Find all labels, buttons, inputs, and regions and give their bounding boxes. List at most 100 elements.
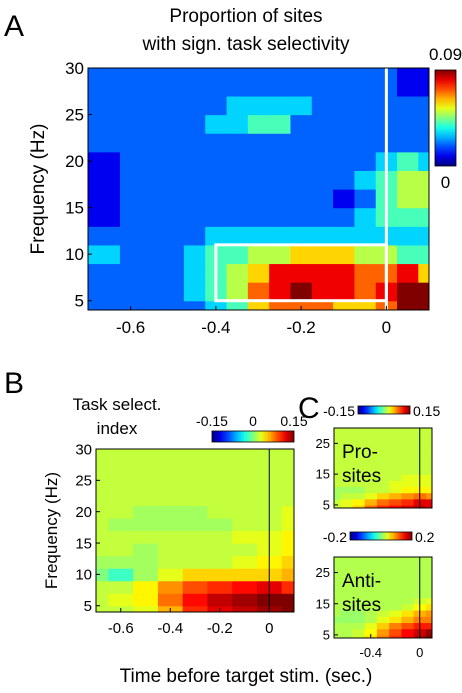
y-tick-label: 15 [75,535,92,552]
heatmap-cell [232,480,258,494]
heatmap-cell [401,597,415,605]
heatmap-cell [364,443,378,451]
heatmap-cell [162,300,185,310]
heatmap-cell [425,616,432,624]
heatmap-cell [364,480,378,488]
heatmap-cell [334,578,341,586]
heatmap-cell [119,263,142,283]
heatmap-cell [425,492,432,500]
heatmap-cell [269,263,292,283]
heatmap-cell [376,603,390,611]
heatmap-cell [232,449,258,456]
heatmap-cell [340,603,353,611]
heatmap-cell [207,555,233,569]
heatmap-cell [183,133,206,153]
heatmap-cell [425,628,432,636]
heatmap-cell [389,461,402,469]
heatmap-cell [226,170,249,190]
heatmap-cell [401,616,415,624]
heatmap-cell [311,263,334,283]
y-tick-label: 25 [65,105,84,124]
heatmap-cell [418,95,429,116]
heatmap-cell [182,492,208,507]
heatmap-cell [401,566,415,574]
heatmap-cell [340,486,353,494]
heatmap-cell [162,207,185,227]
heatmap-cell [141,95,164,116]
heatmap-cell [141,133,164,153]
heatmap-cell [364,557,378,561]
heatmap-cell [88,95,100,116]
heatmap-cell [182,467,208,481]
heatmap-cell [425,498,432,506]
heatmap-cell [290,263,313,283]
heatmap-cell [182,568,208,582]
heatmap-cell [334,492,341,500]
heatmap-cell [389,468,402,475]
heatmap-cell [425,504,432,508]
heatmap-cell [333,207,355,227]
heatmap-cell [425,572,432,580]
heatmap-cell [389,480,402,488]
heatmap-cell [340,504,353,508]
heatmap-cell [157,480,184,494]
heatmap-cell [119,170,142,190]
heatmap-cell [96,568,109,582]
heatmap-cell [352,591,366,599]
heatmap-cell [352,431,366,438]
heatmap-cell [352,557,366,561]
heatmap-cell [141,77,164,97]
axes-frame [333,427,433,509]
heatmap-cell [281,449,294,456]
heatmap-cell [352,474,366,481]
heatmap-cell [340,498,353,506]
heatmap-cell [352,566,366,574]
heatmap-cell [352,486,366,494]
y-tick-label: 25 [316,436,330,451]
heatmap-cell [108,568,134,582]
heatmap-cell [157,492,184,507]
heatmap-cell [119,282,142,302]
heatmap-cell [205,189,228,209]
heatmap-cell [96,467,109,481]
heatmap-cell [401,437,415,444]
heatmap-cell [354,77,377,97]
heatmap-cell [183,170,206,190]
heatmap-cell [247,68,270,78]
heatmap-cell [226,282,249,302]
heatmap-cell [183,282,206,302]
heatmap-cell [232,580,258,594]
heatmap-cell [425,578,432,586]
heatmap-cell [334,498,341,506]
heatmap-cell [401,449,415,457]
heatmap-cell [425,431,432,438]
heatmap-cell [397,282,419,302]
heatmap-cell [340,428,353,432]
heatmap-cell [364,468,378,475]
heatmap-cell [352,572,366,580]
heatmap-cell [133,593,159,607]
heatmap-cell [141,263,164,283]
heatmap-cell [311,68,334,78]
heatmap-cell [352,498,366,506]
heatmap-cell [334,603,341,611]
colorbar-min-label: -0.2 [323,529,347,545]
heatmap-cell [281,568,294,582]
heatmap-cell [354,151,377,171]
heatmap-cell [133,467,159,481]
heatmap-cell [389,504,402,508]
heatmap-cell [401,498,415,506]
heatmap-cell [269,77,292,97]
heatmap-cell [133,505,159,519]
heatmap-cell [311,151,334,171]
heatmap-cell [354,300,377,310]
heatmap-cell [182,517,208,532]
heatmap-cell [376,628,390,636]
heatmap-cell [133,449,159,456]
heatmap-cell [389,486,402,494]
heatmap-cell [418,300,429,310]
heatmap-cell [88,300,100,310]
y-tick-label: 10 [75,567,92,584]
panel-a-title-line2: with sign. task selectivity [142,34,350,55]
heatmap-cell [290,95,313,116]
